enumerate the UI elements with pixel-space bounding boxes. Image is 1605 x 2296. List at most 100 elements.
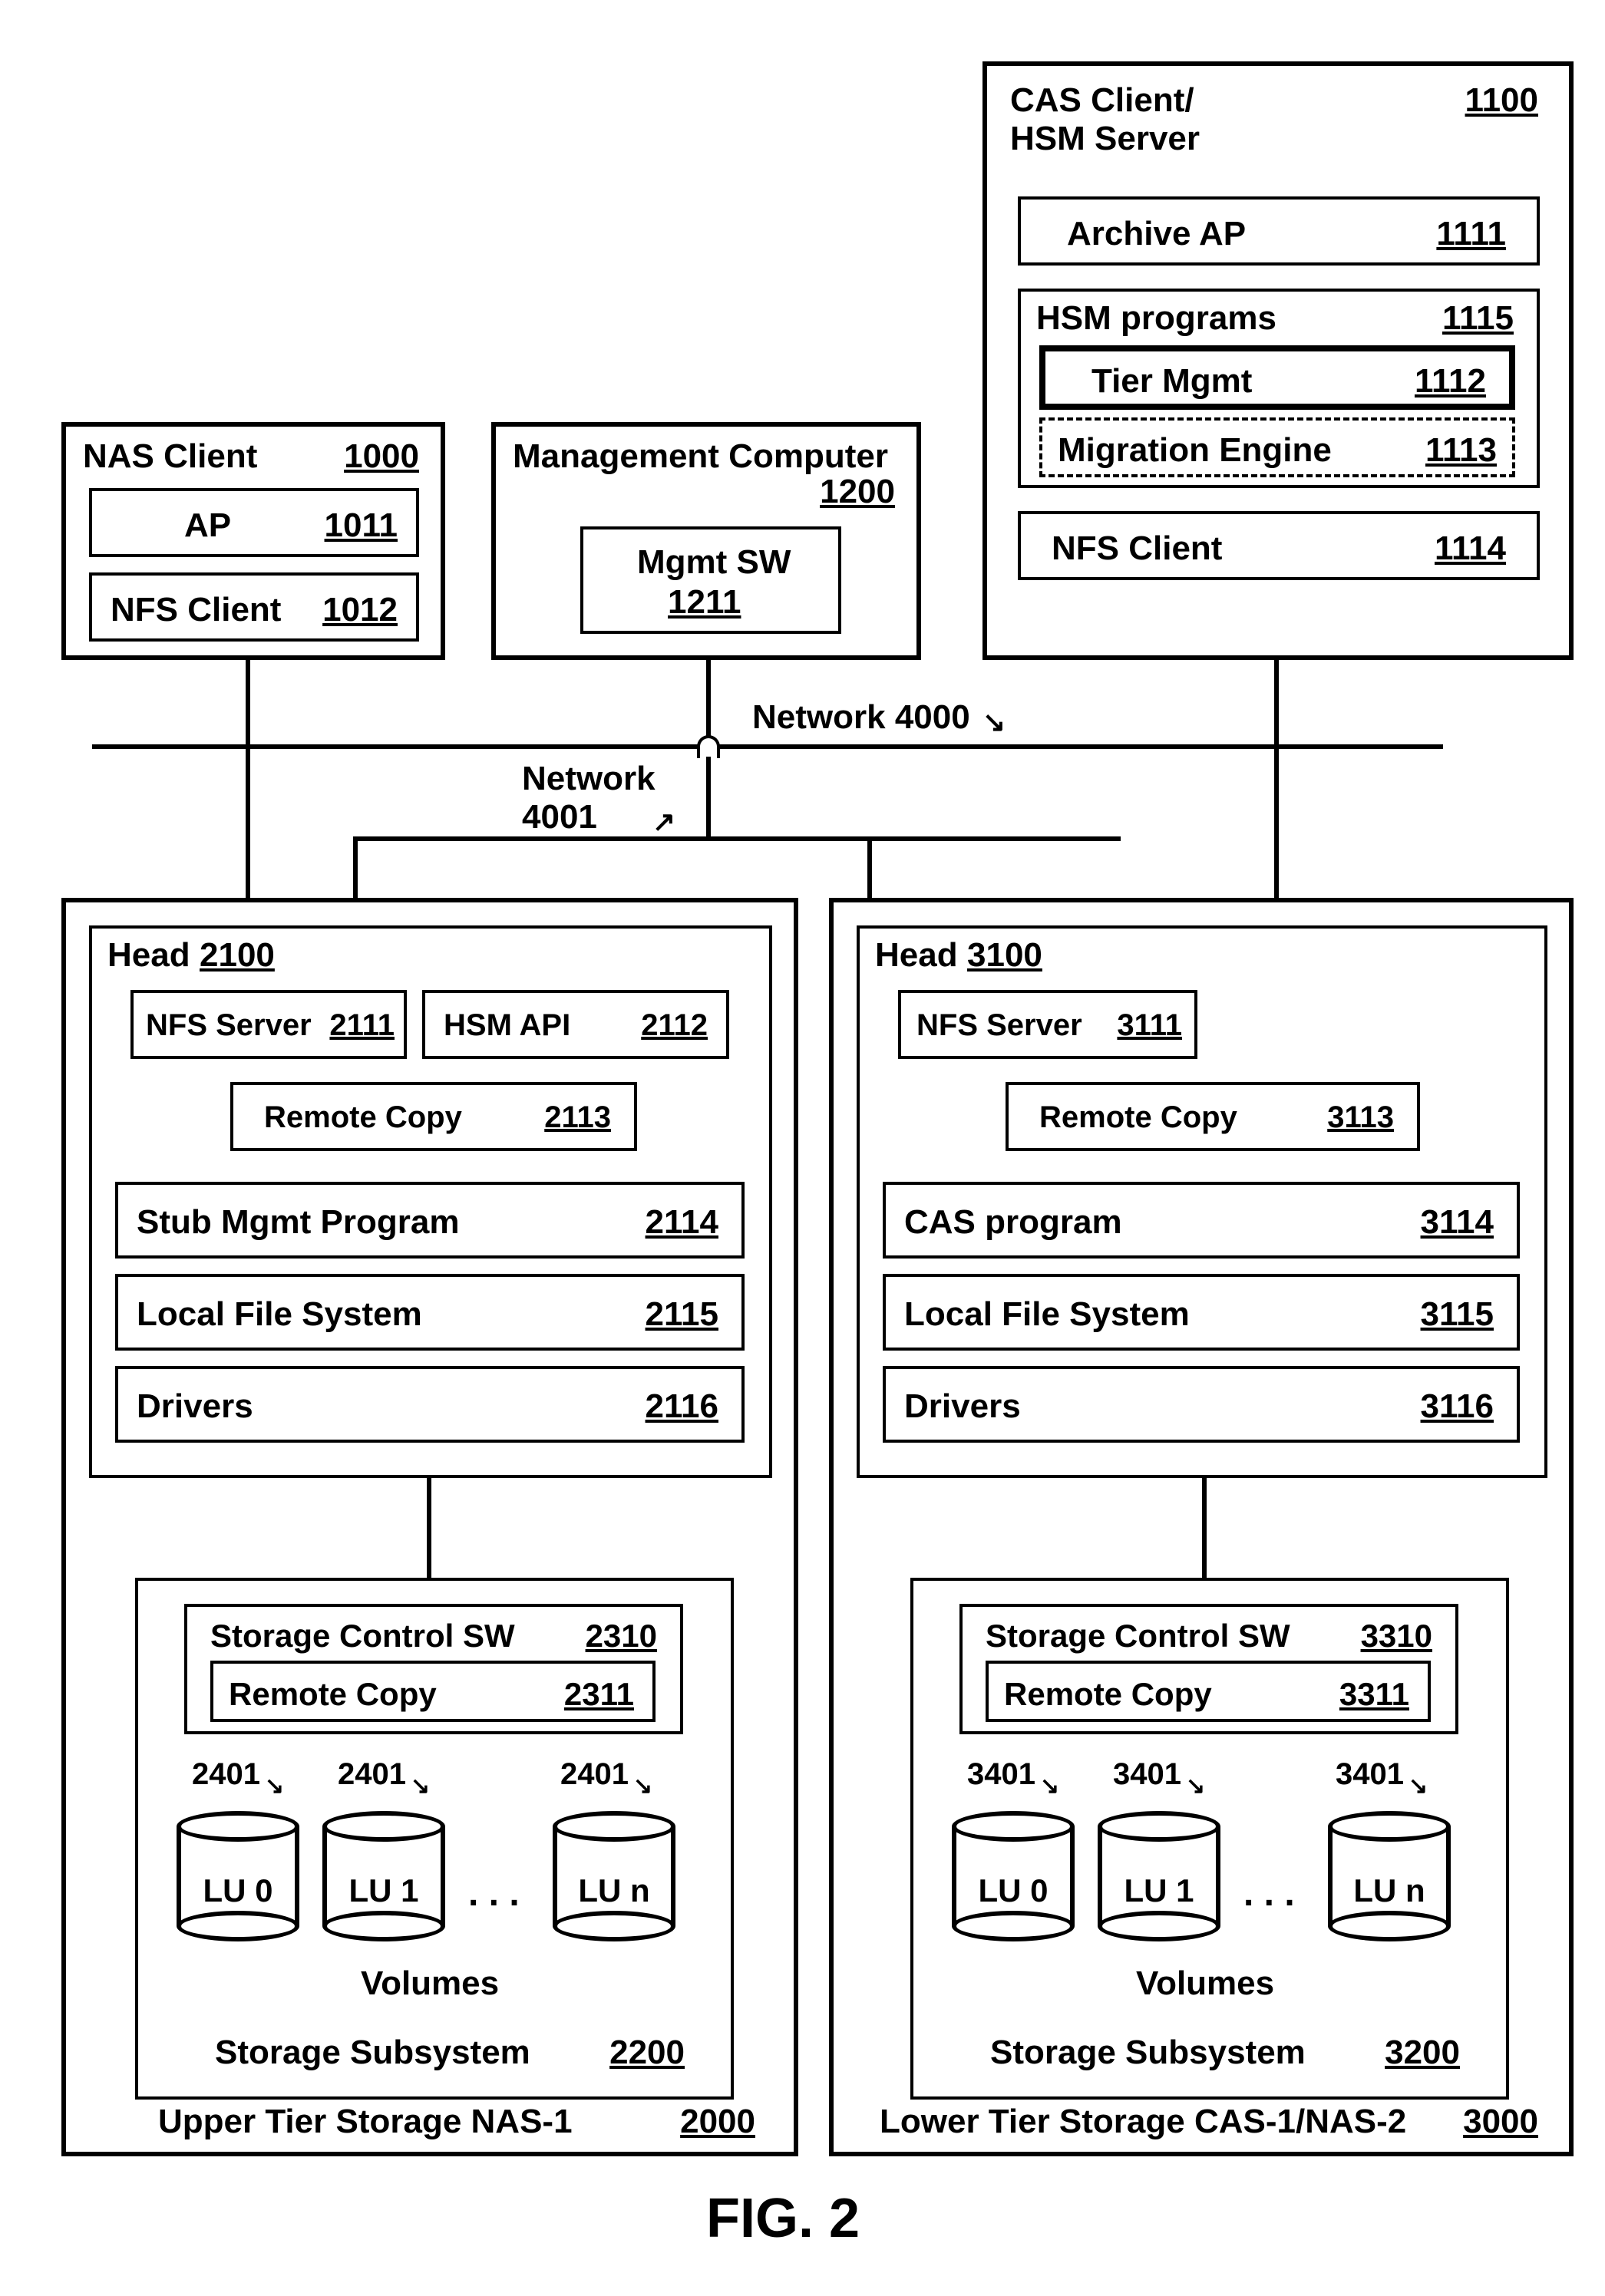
lower-rc-head-label: Remote Copy [1039,1100,1237,1135]
tier-mgmt-label: Tier Mgmt [1091,362,1252,401]
lower-lfs-box: Local File System 3115 [883,1274,1520,1351]
lower-tick-1: ↘ [1186,1773,1205,1800]
lower-lfs-label: Local File System [904,1295,1190,1334]
cas-nfs-client-label: NFS Client [1052,529,1222,568]
lower-tick-0: ↘ [1040,1773,1059,1800]
lower-4001-drop [867,836,872,898]
migration-engine-box: Migration Engine 1113 [1039,417,1515,477]
lower-lu0-label: LU 0 [952,1872,1075,1909]
diagram-canvas: NAS Client 1000 AP 1011 NFS Client 1012 … [15,15,1605,2281]
nas-nfs-label: NFS Client [111,591,281,629]
lower-tick-n: ↘ [1409,1773,1428,1800]
lower-head-ss-link [1202,1478,1207,1578]
lower-lun-label: LU n [1328,1872,1451,1909]
net4001-tick: ↗ [652,806,675,838]
upper-footer-ref: 2000 [680,2103,755,2141]
lower-drivers-box: Drivers 3116 [883,1366,1520,1443]
lower-nfs-server-box: NFS Server 3111 [898,990,1197,1059]
lower-scsw-box: Storage Control SW 3310 Remote Copy 3311 [959,1604,1458,1734]
mgmt-sw-ref: 1211 [668,583,741,622]
upper-lfs-label: Local File System [137,1295,422,1334]
upper-lu0-label: LU 0 [177,1872,299,1909]
nas-ap-box: AP 1011 [89,488,419,557]
cas-nfs-client-ref: 1114 [1435,529,1506,568]
upper-nfs-server-ref: 2111 [329,1008,395,1043]
upper-rc-ss-label: Remote Copy [229,1676,437,1713]
lower-rc-head-ref: 3113 [1327,1100,1394,1135]
mgmt-sw-box: Mgmt SW 1211 [580,526,841,634]
upper-stub-ref: 2114 [646,1203,718,1242]
network-4001-bus [353,836,1121,841]
lower-scsw-ref: 3310 [1361,1618,1432,1654]
lower-lu1: LU 1 [1098,1811,1220,1941]
nasclient-drop [246,660,250,744]
upper-nfs-server-label: NFS Server [146,1008,312,1043]
upper-subsystem-box: Storage Control SW 2310 Remote Copy 2311… [135,1578,734,2100]
upper-nfs-server-box: NFS Server 2111 [130,990,407,1059]
network-4000-bus [92,744,1443,749]
upper-volumes-label: Volumes [361,1964,499,2003]
hsm-programs-ref: 1115 [1442,299,1514,338]
upper-vol-ref-n: 2401 [560,1757,629,1792]
cas-client-box: CAS Client/ HSM Server 1100 Archive AP 1… [982,61,1574,660]
lower-cas-label: CAS program [904,1203,1122,1242]
mgmt-ref: 1200 [820,473,895,511]
upper-lfs-box: Local File System 2115 [115,1274,745,1351]
upper-rc-ss-box: Remote Copy 2311 [210,1661,656,1722]
nas-ap-label: AP [184,506,231,545]
network-4001-label: Network 4001 [522,760,656,836]
casclient-drop [1274,660,1279,744]
upper-head-ss-link [427,1478,431,1578]
upper-hsm-api-label: HSM API [444,1008,570,1043]
upper-tick-1: ↘ [411,1773,430,1800]
lower-drivers-ref: 3116 [1421,1387,1494,1426]
cas-nfs-client-box: NFS Client 1114 [1018,511,1540,580]
lower-nfs-server-ref: 3111 [1117,1008,1182,1043]
upper-drivers-label: Drivers [137,1387,253,1426]
lower-footer-ref: 3000 [1463,2103,1538,2141]
upper-lu1-label: LU 1 [322,1872,445,1909]
lower-nfs-server-label: NFS Server [916,1008,1082,1043]
upper-lun-label: LU n [553,1872,675,1909]
upper-lfs-ref: 2115 [646,1295,718,1334]
lower-subsystem-box: Storage Control SW 3310 Remote Copy 3311… [910,1578,1509,2100]
lower-head-label: Head [875,936,958,975]
upper-scsw-ref: 2310 [586,1618,657,1654]
figure-title: FIG. 2 [706,2187,860,2250]
upper-rc-head-ref: 2113 [544,1100,611,1135]
upper-rc-ss-ref: 2311 [564,1676,634,1713]
upper-hsm-api-box: HSM API 2112 [422,990,729,1059]
mgmt-sw-label: Mgmt SW [637,543,791,582]
archive-ap-ref: 1111 [1436,215,1506,253]
upper-drivers-box: Drivers 2116 [115,1366,745,1443]
lower-head-ref: 3100 [967,936,1042,975]
upper-dots: . . . [468,1872,520,1915]
upper-subsystem-ref: 2200 [609,2034,685,2072]
lower-rc-ss-box: Remote Copy 3311 [986,1661,1431,1722]
upper-hsm-api-ref: 2112 [641,1008,708,1043]
tier-mgmt-ref: 1112 [1415,362,1486,401]
upper-footer-label: Upper Tier Storage NAS-1 [158,2103,573,2141]
lower-lun: LU n [1328,1811,1451,1941]
nas-client-title: NAS Client [83,437,257,476]
lower-drivers-label: Drivers [904,1387,1021,1426]
lower-vol-ref-1: 3401 [1113,1757,1181,1792]
upper-head-label: Head [107,936,190,975]
upper-subsystem-label: Storage Subsystem [215,2034,530,2072]
lower-footer-label: Lower Tier Storage CAS-1/NAS-2 [880,2103,1406,2141]
lower-lfs-ref: 3115 [1421,1295,1494,1334]
lower-remotecopy-head-box: Remote Copy 3113 [1006,1082,1420,1151]
lower-cas-box: CAS program 3114 [883,1182,1520,1259]
cas-client-title: CAS Client/ HSM Server [1010,81,1200,158]
upper-tick-0: ↘ [265,1773,284,1800]
lower-cas-ref: 3114 [1421,1203,1494,1242]
migration-engine-ref: 1113 [1425,431,1497,470]
lower-volumes-label: Volumes [1136,1964,1274,2003]
lower-vol-ref-0: 3401 [967,1757,1035,1792]
nas-nfs-box: NFS Client 1012 [89,572,419,642]
lower-lu1-label: LU 1 [1098,1872,1220,1909]
upper-tick-n: ↘ [633,1773,652,1800]
lower-rc-ss-label: Remote Copy [1004,1676,1212,1713]
upper-lu1: LU 1 [322,1811,445,1941]
upper-tier-box: Head 2100 NFS Server 2111 HSM API 2112 R… [61,898,798,2156]
